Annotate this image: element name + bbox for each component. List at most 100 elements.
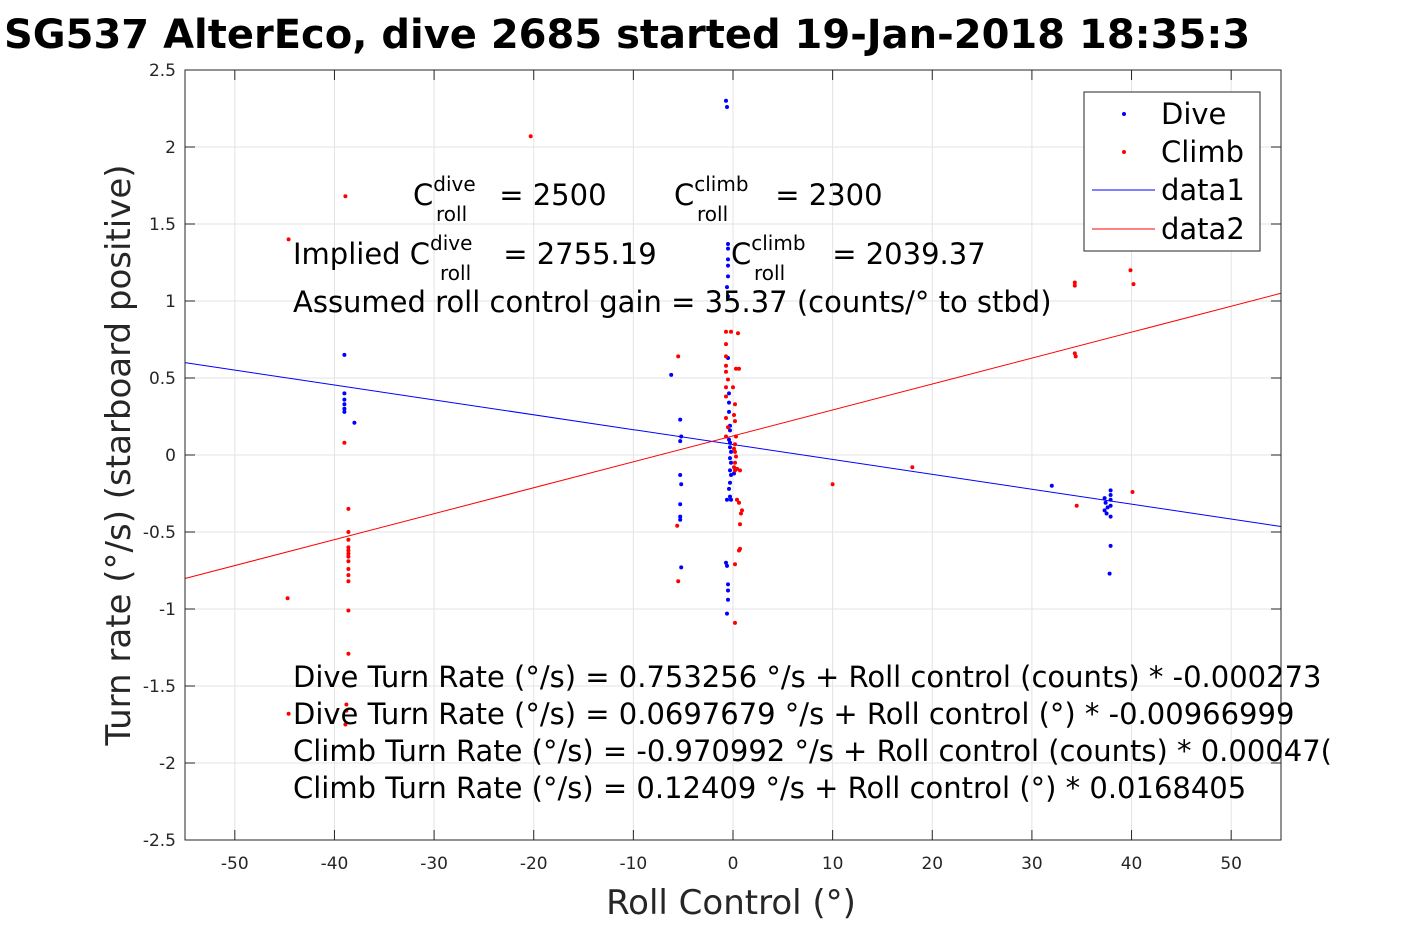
y-tick-label: 0 [165,446,176,466]
point-dive [726,597,730,602]
point-dive [729,460,733,465]
point-climb [733,419,737,424]
point-dive [1108,488,1113,493]
point-dive [726,294,730,299]
point-dive [679,482,684,487]
fit-line-data2 [184,292,1282,580]
point-dive [729,473,733,477]
point-climb [724,385,728,390]
point-climb [1073,354,1078,359]
annotation-implied-climb: Cclimb roll = 2039.37 [731,231,986,285]
point-dive [729,497,733,502]
point-climb [346,554,351,559]
point-climb [733,620,737,625]
point-climb [286,711,291,716]
point-climb [346,651,351,656]
point-climb [346,559,351,564]
point-climb [724,416,728,420]
point-climb [724,369,728,374]
point-climb [726,425,730,430]
point-climb [343,194,348,199]
point-climb [676,579,681,584]
x-tick-label: -10 [619,854,647,874]
y-tick-label: 2.5 [149,61,176,81]
point-climb [528,134,533,139]
point-dive [342,391,347,396]
annotation-c-roll-dive: Cdive roll = 2500 [413,172,607,226]
point-dive [1105,505,1110,510]
point-dive [678,473,683,477]
point-dive [728,494,732,499]
point-dive [726,588,730,593]
legend-box [1083,91,1261,252]
point-climb [732,446,736,451]
point-dive [725,105,729,109]
point-dive [726,257,730,262]
legend-label-dive: Dive [1161,97,1226,131]
point-dive [1049,483,1054,488]
point-climb [735,466,739,471]
point-dive [342,352,347,357]
legend-marker-dive [1122,112,1126,116]
point-climb [346,608,351,613]
point-dive [1104,511,1109,516]
point-dive [342,409,347,414]
point-dive [727,437,731,442]
point-climb [734,366,738,371]
point-climb [344,702,349,707]
point-climb [346,537,351,542]
point-dive [352,420,357,425]
point-dive [678,502,683,507]
point-dive [728,428,732,433]
point-climb [346,548,351,553]
point-dive [726,242,730,246]
point-climb [724,354,728,359]
legend-label-data1: data1 [1161,173,1245,207]
y-tick-label: 1 [165,292,176,312]
point-dive [679,434,684,439]
point-climb [344,708,349,713]
annotation-implied-dive: Implied Cdive roll = 2755.19 [293,231,657,285]
x-tick-labels: -50 -40 -30 -20 -10 0 10 20 30 40 50 [221,854,1242,874]
point-climb [737,366,741,371]
point-climb [740,508,744,513]
point-climb [346,573,351,578]
x-tick-label: -20 [520,854,548,874]
point-climb [738,468,742,473]
point-dive [727,400,731,405]
point-climb [346,551,351,556]
point-dive [1107,571,1112,576]
annotation-fit-climb-degrees: Climb Turn Rate (°/s) = 0.12409 °/s + Ro… [293,771,1246,805]
point-climb [739,511,743,516]
annotation-fit-dive-degrees: Dive Turn Rate (°/s) = 0.0697679 °/s + R… [293,697,1294,731]
point-climb [1131,282,1136,287]
point-climb [346,579,351,584]
point-climb [732,465,736,470]
point-climb [734,454,738,459]
point-dive [728,468,732,473]
chart-title: SG537 AlterEco, dive 2685 started 19-Jan… [4,12,1250,58]
point-climb [342,440,347,445]
point-dive [728,480,732,485]
point-climb [724,434,728,439]
x-tick-label: -40 [321,854,349,874]
point-climb [1074,503,1079,508]
point-dive [725,563,729,568]
y-tick-label: -1.5 [143,677,176,697]
annotation-gain: Assumed roll control gain = 35.37 (count… [293,285,1052,319]
y-tick-label: 0.5 [149,369,176,389]
point-climb [733,449,737,454]
point-climb [735,497,739,502]
x-tick-label: 40 [1121,854,1143,874]
point-climb [286,237,291,242]
point-dive [1108,503,1113,508]
x-tick-label: 50 [1220,854,1242,874]
fit-lines [184,292,1282,580]
point-dive [726,246,730,251]
point-climb [724,363,728,368]
point-climb [346,506,351,511]
point-dive [727,486,731,491]
point-climb [731,385,735,390]
